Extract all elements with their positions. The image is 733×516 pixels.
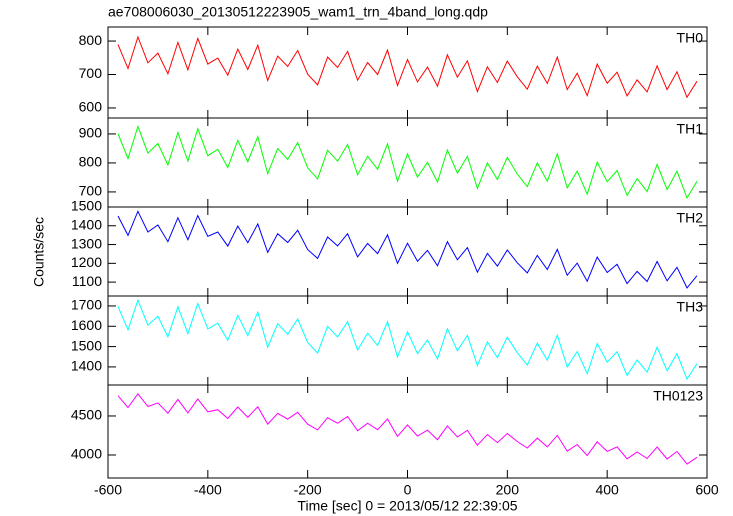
data-line bbox=[117, 35, 698, 99]
x-tick-label: -400 bbox=[194, 482, 222, 498]
y-tick-label: 600 bbox=[79, 99, 103, 115]
y-tick-label: 1600 bbox=[71, 317, 102, 333]
x-tick-label: 200 bbox=[496, 482, 520, 498]
y-tick-label: 1400 bbox=[71, 216, 102, 232]
panel-label: TH2 bbox=[677, 210, 704, 226]
panel-label: TH3 bbox=[677, 299, 704, 315]
x-tick-label: 400 bbox=[595, 482, 619, 498]
x-tick-label: 0 bbox=[404, 482, 412, 498]
panel-frame bbox=[107, 295, 708, 386]
y-tick-label: 1200 bbox=[71, 254, 102, 270]
x-tick-label: 600 bbox=[695, 482, 719, 498]
y-tick-label: 1300 bbox=[71, 235, 102, 251]
y-tick-label: 800 bbox=[79, 154, 103, 170]
y-tick-label: 700 bbox=[79, 65, 103, 81]
y-tick-label: 1500 bbox=[71, 337, 102, 353]
x-axis-label: Time [sec] 0 = 2013/05/12 22:39:05 bbox=[297, 498, 517, 514]
data-line bbox=[117, 392, 698, 465]
y-tick-label: 1100 bbox=[72, 273, 102, 289]
y-tick-label: 700 bbox=[79, 183, 103, 199]
y-tick-label: 1400 bbox=[71, 358, 102, 374]
y-axis-label: Counts/sec bbox=[31, 217, 47, 287]
y-tick-label: 800 bbox=[79, 32, 103, 48]
panel-frame bbox=[107, 117, 708, 208]
x-tick-label: -200 bbox=[294, 482, 322, 498]
y-tick-label: 1500 bbox=[71, 198, 102, 214]
panel-label: TH1 bbox=[677, 121, 704, 137]
panel-label: TH0 bbox=[677, 30, 704, 46]
panel-frame bbox=[107, 206, 708, 297]
y-tick-label: 900 bbox=[79, 125, 103, 141]
y-tick-label: 4000 bbox=[71, 446, 102, 462]
panel-label: TH0123 bbox=[653, 388, 703, 404]
data-line bbox=[117, 124, 698, 200]
data-line bbox=[117, 210, 698, 289]
y-tick-label: 1700 bbox=[71, 297, 102, 313]
data-line bbox=[117, 298, 698, 381]
chart-title: ae708006030_20130512223905_wam1_trn_4ban… bbox=[108, 4, 488, 20]
x-tick-label: -600 bbox=[94, 482, 122, 498]
y-tick-label: 4500 bbox=[71, 407, 102, 423]
